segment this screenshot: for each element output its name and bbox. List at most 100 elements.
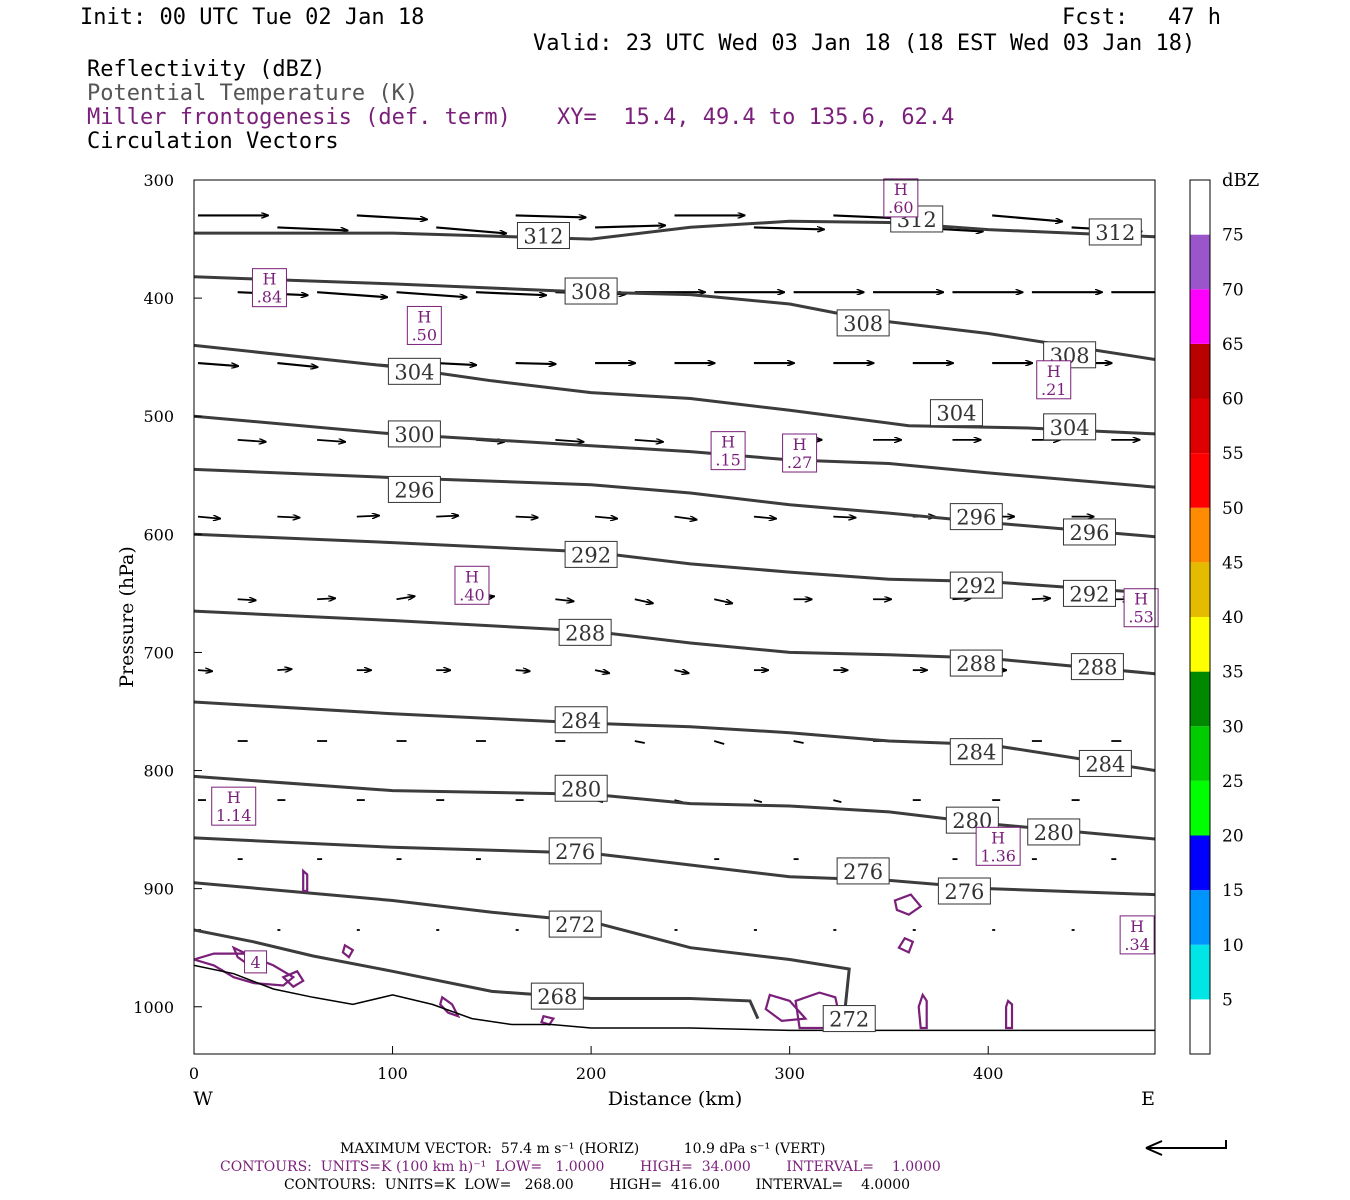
circulation-vector [555, 440, 583, 442]
y-tick-label: 900 [143, 880, 174, 899]
svg-text:.53: .53 [1128, 608, 1153, 627]
circulation-vector [197, 670, 212, 671]
valid-time: Valid: 23 UTC Wed 03 Jan 18 (18 EST Wed … [533, 31, 1196, 56]
theta-label-304: 304 [387, 357, 441, 385]
theta-label-312: 312 [1088, 218, 1142, 246]
svg-text:284: 284 [1085, 752, 1125, 776]
circulation-vector [594, 517, 617, 519]
theta-label-284: 284 [1078, 749, 1132, 777]
frontogenesis-max-2: H.50 [406, 305, 442, 345]
frontogenesis-contour [540, 1014, 556, 1026]
circulation-vector [1031, 598, 1050, 599]
svg-text:.27: .27 [787, 453, 812, 472]
field-frontogenesis-label: Miller frontogenesis (def. term) [87, 105, 511, 130]
circulation-vector [436, 226, 506, 233]
frontogenesis-max-6: H.27 [782, 433, 818, 473]
x-tick-label: 100 [377, 1064, 408, 1083]
svg-text:292: 292 [571, 543, 611, 567]
theta-contour-272 [194, 881, 851, 1009]
circulation-vector [317, 440, 345, 442]
svg-text:H: H [417, 307, 431, 326]
x-tick-label: 0 [189, 1064, 199, 1083]
theta-label-308: 308 [836, 309, 890, 337]
svg-text:H: H [262, 270, 276, 289]
circulation-vector [317, 291, 387, 297]
colorbar-segment [1190, 890, 1210, 945]
x-tick-label: 200 [576, 1064, 607, 1083]
theta-contour-296 [194, 467, 1155, 539]
colorbar-segment [1190, 507, 1210, 563]
x-axis-title: Distance (km) [608, 1088, 743, 1110]
colorbar-tick-label: 50 [1222, 499, 1244, 519]
circulation-vector [436, 516, 458, 517]
theta-contour-292 [194, 532, 1155, 595]
circulation-vector [396, 291, 467, 297]
colorbar-tick-label: 5 [1222, 990, 1233, 1010]
theta-contour-308 [194, 275, 1155, 361]
theta-label-280: 280 [554, 774, 608, 802]
circulation-vector [317, 598, 335, 599]
circulation-vector [555, 599, 573, 601]
circulation-vector [595, 225, 665, 227]
reference-vector-arrow [1145, 1140, 1227, 1156]
svg-text:H: H [793, 435, 807, 454]
field-reflectivity-label: Reflectivity (dBZ) [87, 57, 326, 82]
svg-text:.21: .21 [1041, 380, 1066, 399]
svg-text:288: 288 [565, 621, 605, 645]
svg-text:4: 4 [250, 953, 260, 972]
y-tick-label: 500 [143, 407, 174, 426]
svg-text:.50: .50 [412, 325, 437, 344]
svg-text:272: 272 [829, 1008, 869, 1032]
circulation-vector [237, 599, 256, 600]
y-tick-label: 600 [143, 525, 174, 544]
circulation-vector [237, 440, 266, 442]
circulation-vector [674, 517, 697, 520]
theta-label-296: 296 [1062, 518, 1116, 546]
svg-text:296: 296 [1069, 521, 1109, 545]
svg-text:H: H [1130, 917, 1144, 936]
forecast-hour: Fcst: 47 h [1062, 5, 1221, 30]
frontogenesis-contour [438, 995, 461, 1019]
colorbar-segment [1190, 671, 1210, 727]
colorbar-title: dBZ [1222, 170, 1259, 191]
circulation-vector [713, 740, 725, 745]
theta-label-296: 296 [387, 475, 441, 503]
frontogenesis-max-11: H.34 [1119, 915, 1155, 955]
colorbar-frame [1189, 179, 1211, 1055]
colorbar-tick-label: 25 [1222, 772, 1244, 792]
colorbar-segment [1190, 180, 1210, 235]
circulation-vector [356, 214, 427, 219]
circulation-vector [833, 799, 842, 803]
theta-label-268: 268 [530, 982, 584, 1010]
colorbar-segment [1190, 562, 1210, 617]
svg-text:H: H [1134, 590, 1148, 609]
colorbar-segment [1190, 617, 1210, 672]
y-axis-title: Pressure (hPa) [116, 546, 138, 688]
frontogenesis-contour [1005, 998, 1014, 1030]
colorbar-tick-label: 75 [1222, 226, 1244, 246]
x-tick-label: 400 [973, 1064, 1004, 1083]
max-vector-note: MAXIMUM VECTOR: 57.4 m s⁻¹ (HORIZ) 10.9 … [340, 1141, 826, 1157]
colorbar-segment [1190, 343, 1210, 399]
frontogenesis-contour [194, 952, 296, 987]
svg-text:288: 288 [956, 652, 996, 676]
svg-text:280: 280 [1034, 821, 1074, 845]
circulation-vector [594, 670, 609, 673]
svg-text:284: 284 [956, 741, 996, 765]
frontogenesis-max-12: 4 [244, 950, 268, 974]
theta-label-288: 288 [558, 618, 612, 646]
svg-text:308: 308 [843, 312, 883, 336]
svg-text:304: 304 [394, 360, 434, 384]
circulation-vector [277, 226, 347, 230]
svg-text:.84: .84 [257, 288, 282, 307]
theta-label-280: 280 [1027, 818, 1081, 846]
frontogenesis-contour [893, 893, 923, 916]
svg-text:292: 292 [956, 574, 996, 598]
svg-text:.40: .40 [459, 585, 484, 604]
theta-label-272: 272 [822, 1005, 876, 1033]
frontogenesis-max-4: H.21 [1036, 360, 1072, 400]
theta-label-292: 292 [1062, 579, 1116, 607]
plot-frame [193, 179, 1156, 1055]
circulation-vector [753, 799, 763, 803]
frontogenesis-contour [341, 943, 355, 959]
